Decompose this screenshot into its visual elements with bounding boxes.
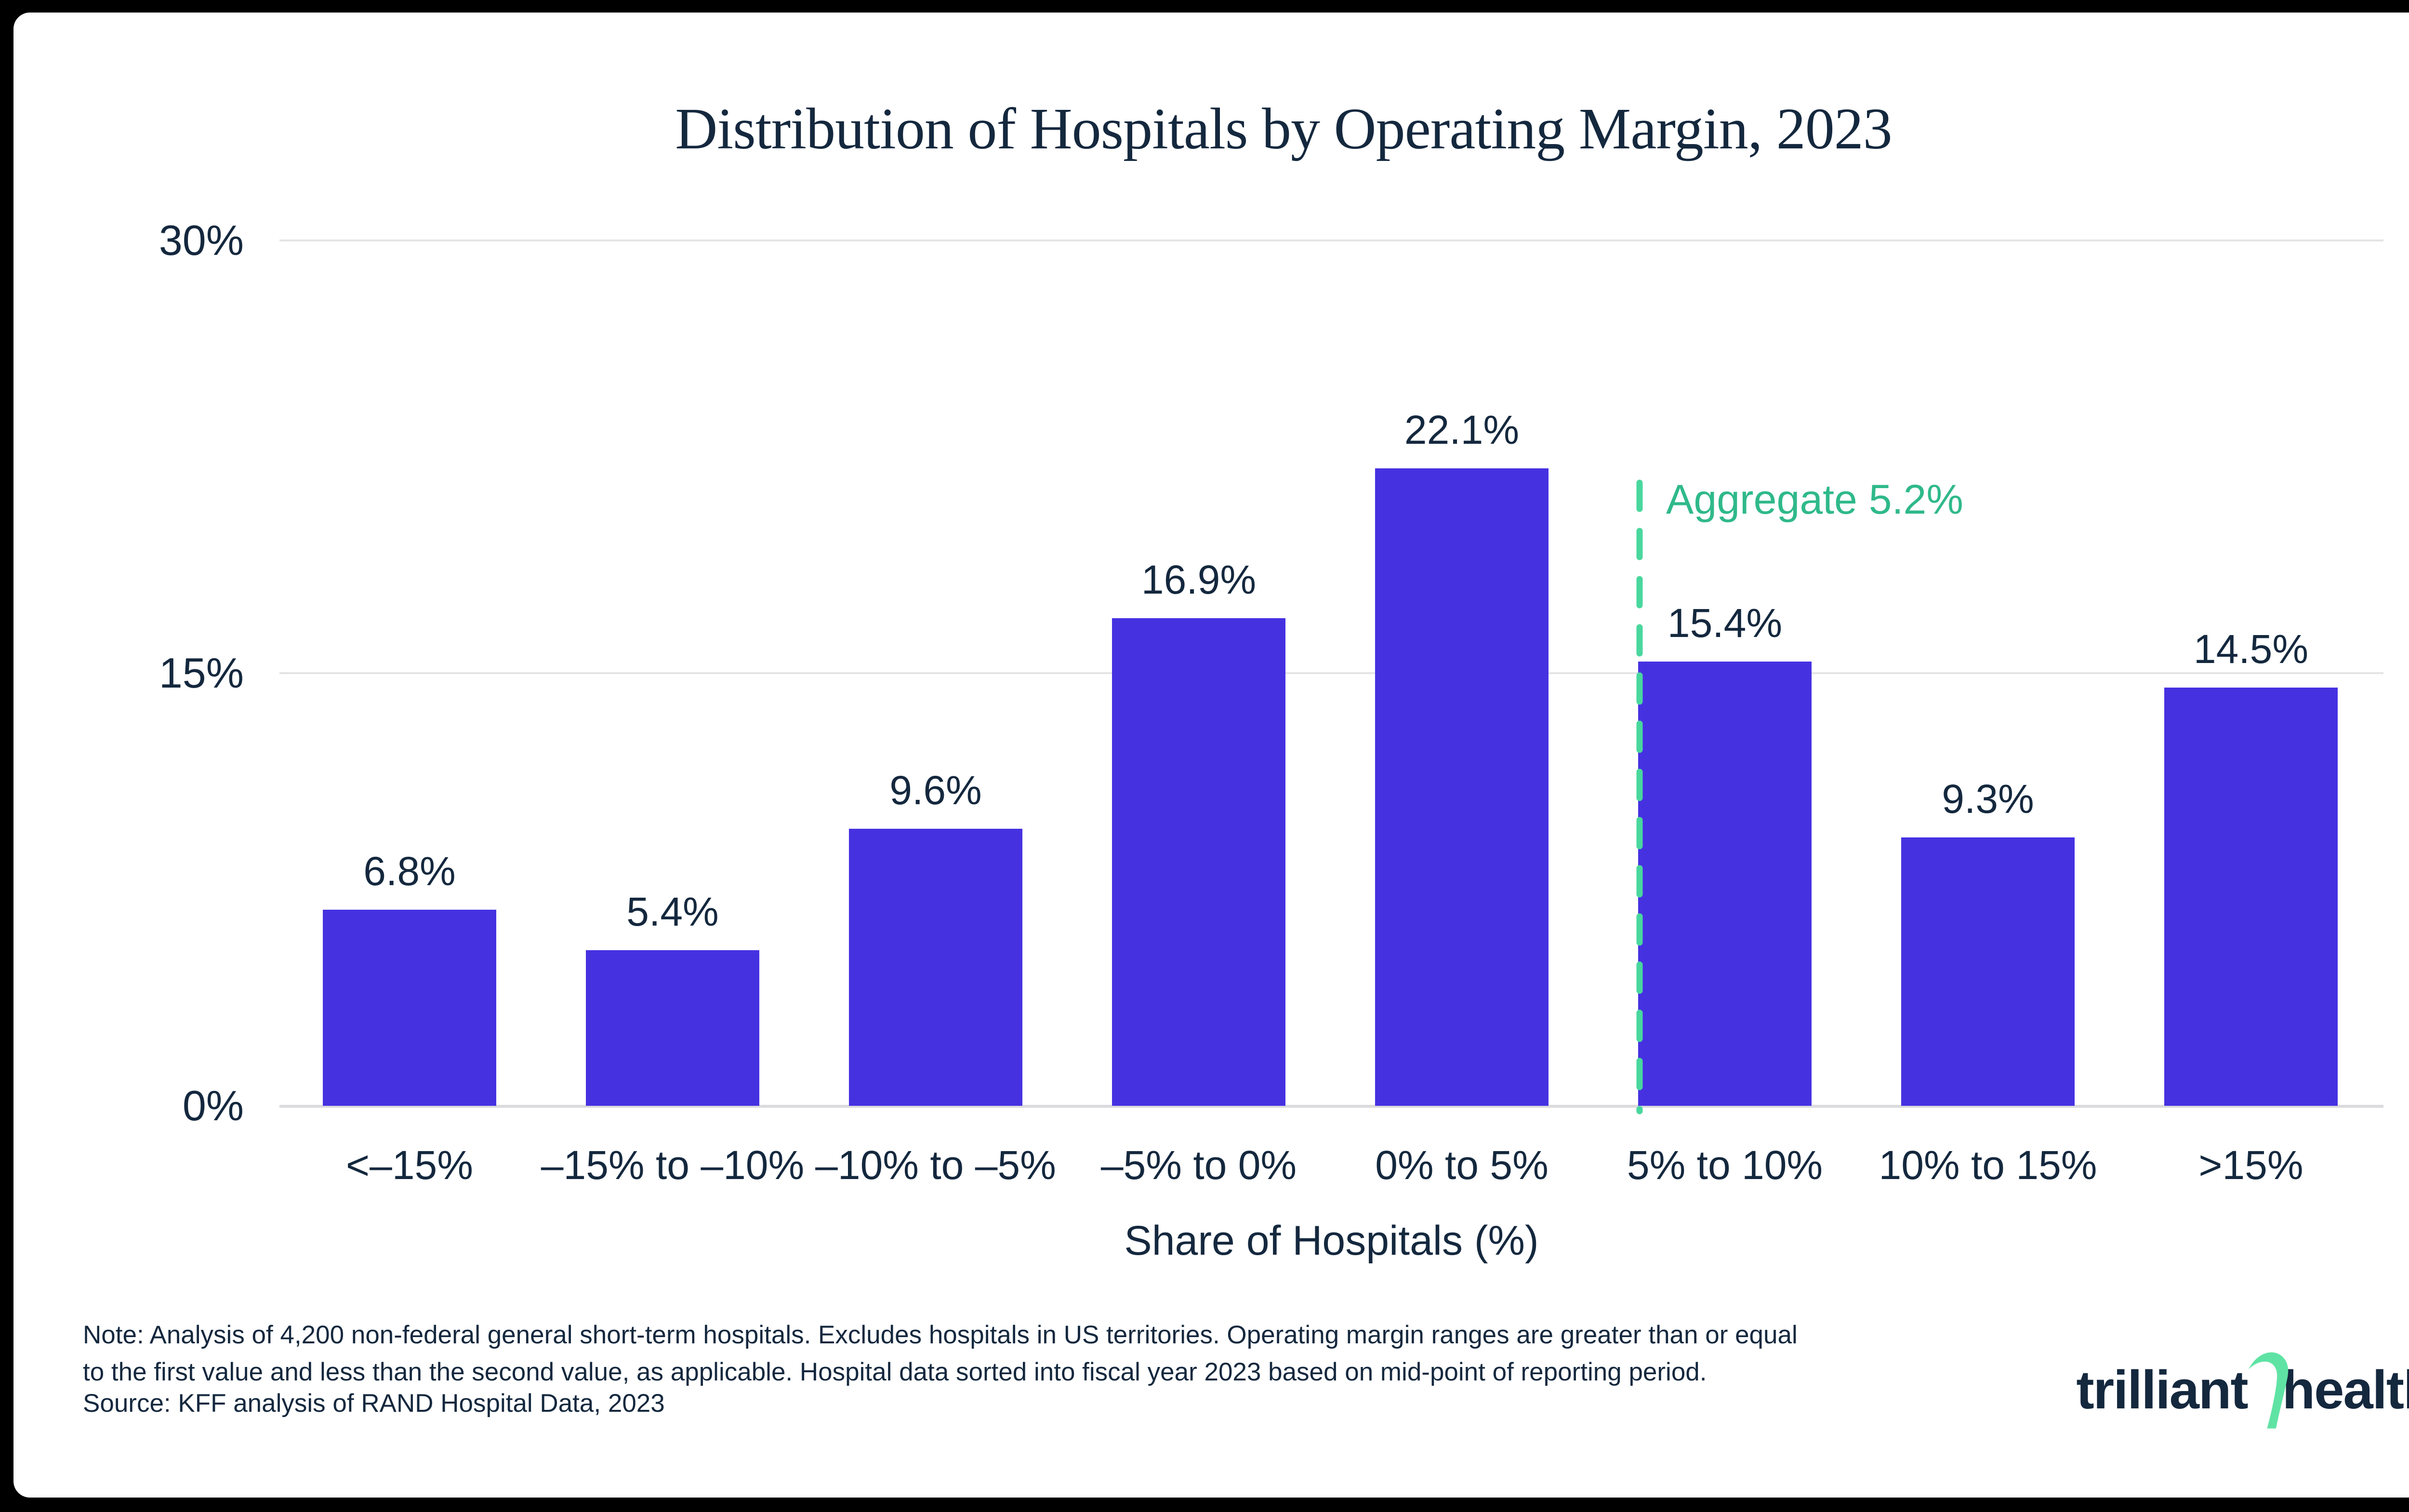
y-axis-tick-label: 0% — [182, 1082, 244, 1129]
x-axis-tick-label: –5% to 0% — [1100, 1142, 1297, 1188]
logo-word-trilliant: trilliant — [2076, 1359, 2248, 1420]
footnote-line-1: Note: Analysis of 4,200 non-federal gene… — [83, 1321, 1798, 1349]
x-axis-tick-label: 0% to 5% — [1375, 1142, 1549, 1188]
bar-1 — [323, 909, 496, 1106]
y-axis-tick-label: 15% — [159, 649, 244, 697]
aggregate-reference-line — [1636, 479, 1643, 1115]
source-note: Source: KFF analysis of RAND Hospital Da… — [83, 1389, 665, 1418]
bar-value-label: 9.3% — [1942, 776, 2034, 822]
gridline — [279, 672, 2383, 674]
bar-value-label: 15.4% — [1667, 600, 1783, 646]
y-axis-tick-label: 30% — [159, 216, 244, 264]
bar-4 — [1112, 618, 1285, 1106]
x-axis-title: Share of Hospitals (%) — [1124, 1218, 1539, 1264]
gridline — [279, 239, 2383, 241]
x-axis-tick-label: –15% to –10% — [541, 1142, 805, 1188]
bar-5 — [1375, 468, 1549, 1106]
aggregate-label: Aggregate 5.2% — [1666, 477, 1963, 523]
bar-3 — [849, 829, 1022, 1106]
bar-6 — [1638, 662, 1812, 1106]
bar-value-label: 14.5% — [2193, 626, 2309, 672]
bar-value-label: 16.9% — [1141, 557, 1257, 603]
logo-swoosh-icon — [2248, 1352, 2288, 1429]
bar-2 — [586, 950, 759, 1106]
bar-value-label: 22.1% — [1404, 407, 1520, 452]
x-axis-tick-label: 5% to 10% — [1627, 1142, 1823, 1188]
footnote: Note: Analysis of 4,200 non-federal gene… — [83, 1316, 1798, 1391]
bar-7 — [1901, 837, 2075, 1106]
chart-card: Distribution of Hospitals by Operating M… — [13, 13, 2409, 1498]
chart-title: Distribution of Hospitals by Operating M… — [675, 96, 1892, 161]
x-axis-tick-label: 10% to 15% — [1879, 1142, 2097, 1188]
x-axis-line — [279, 1105, 2383, 1108]
trilliant-health-logo: trilliant health ® — [2076, 1346, 2409, 1433]
x-axis-tick-label: >15% — [2198, 1142, 2303, 1188]
plot-area: 0% 15% 30% 6.8% <–15% 5.4% –15% to –10% 9.6% –10… — [13, 13, 2409, 1498]
logo-word-health: health — [2282, 1359, 2409, 1420]
x-axis-tick-label: –10% to –5% — [815, 1142, 1056, 1188]
bar-value-label: 5.4% — [626, 889, 719, 934]
bar-8 — [2164, 687, 2338, 1106]
bar-value-label: 9.6% — [889, 768, 982, 813]
footnote-line-2: to the first value and less than the sec… — [83, 1358, 1707, 1386]
bar-value-label: 6.8% — [363, 848, 456, 894]
x-axis-tick-label: <–15% — [346, 1142, 473, 1188]
